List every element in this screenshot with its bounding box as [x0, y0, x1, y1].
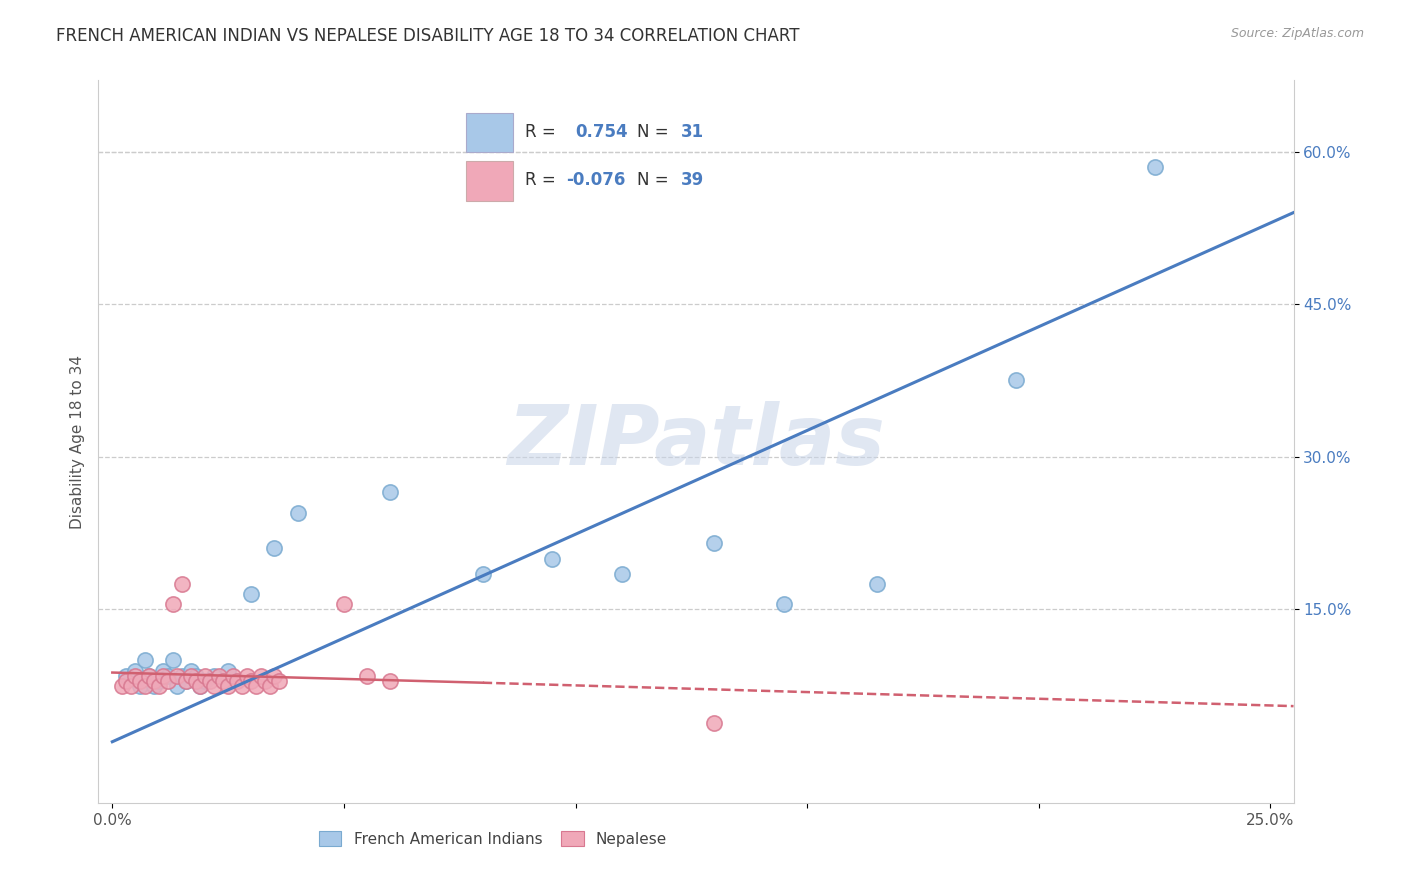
- Point: [134, 653, 156, 667]
- Point: [152, 668, 174, 682]
- Point: [180, 668, 202, 682]
- Text: Source: ZipAtlas.com: Source: ZipAtlas.com: [1230, 27, 1364, 40]
- Point: [263, 668, 285, 682]
- Point: [162, 653, 184, 667]
- Point: [124, 668, 146, 682]
- Point: [202, 679, 225, 693]
- Point: [222, 668, 245, 682]
- Point: [148, 673, 170, 688]
- Point: [156, 668, 179, 682]
- Point: [245, 679, 267, 693]
- Point: [166, 668, 188, 682]
- Y-axis label: Disability Age 18 to 34: Disability Age 18 to 34: [69, 354, 84, 529]
- Point: [267, 673, 290, 688]
- Point: [184, 668, 207, 682]
- Text: ZIPatlas: ZIPatlas: [508, 401, 884, 482]
- Point: [198, 673, 221, 688]
- Point: [148, 679, 170, 693]
- Point: [202, 668, 225, 682]
- Point: [1004, 374, 1026, 388]
- Point: [254, 673, 277, 688]
- Point: [194, 673, 217, 688]
- Point: [162, 598, 184, 612]
- Point: [610, 566, 633, 581]
- Point: [356, 668, 378, 682]
- Point: [541, 551, 564, 566]
- Legend: French American Indians, Nepalese: French American Indians, Nepalese: [312, 825, 673, 853]
- Point: [240, 587, 263, 601]
- Point: [194, 668, 217, 682]
- Point: [703, 536, 725, 550]
- Point: [138, 668, 160, 682]
- Point: [226, 673, 249, 688]
- Point: [129, 673, 152, 688]
- Point: [115, 673, 138, 688]
- Point: [865, 577, 887, 591]
- Point: [263, 541, 285, 556]
- Point: [380, 673, 402, 688]
- Point: [773, 598, 796, 612]
- Point: [231, 679, 253, 693]
- Point: [176, 673, 198, 688]
- Point: [176, 673, 198, 688]
- Point: [217, 679, 239, 693]
- Point: [138, 668, 160, 682]
- Point: [110, 679, 132, 693]
- Point: [170, 577, 193, 591]
- Point: [188, 679, 211, 693]
- Text: FRENCH AMERICAN INDIAN VS NEPALESE DISABILITY AGE 18 TO 34 CORRELATION CHART: FRENCH AMERICAN INDIAN VS NEPALESE DISAB…: [56, 27, 800, 45]
- Point: [212, 673, 235, 688]
- Point: [143, 673, 166, 688]
- Point: [120, 679, 142, 693]
- Point: [217, 664, 239, 678]
- Point: [240, 673, 263, 688]
- Point: [115, 668, 138, 682]
- Point: [180, 664, 202, 678]
- Point: [249, 668, 271, 682]
- Point: [208, 668, 231, 682]
- Point: [380, 485, 402, 500]
- Point: [703, 716, 725, 731]
- Point: [156, 673, 179, 688]
- Point: [235, 668, 257, 682]
- Point: [333, 598, 356, 612]
- Point: [471, 566, 494, 581]
- Point: [134, 679, 156, 693]
- Point: [152, 664, 174, 678]
- Point: [188, 679, 211, 693]
- Point: [259, 679, 281, 693]
- Point: [124, 664, 146, 678]
- Point: [170, 668, 193, 682]
- Point: [129, 679, 152, 693]
- Point: [287, 506, 309, 520]
- Point: [184, 673, 207, 688]
- Point: [166, 679, 188, 693]
- Point: [1143, 160, 1166, 174]
- Point: [143, 679, 166, 693]
